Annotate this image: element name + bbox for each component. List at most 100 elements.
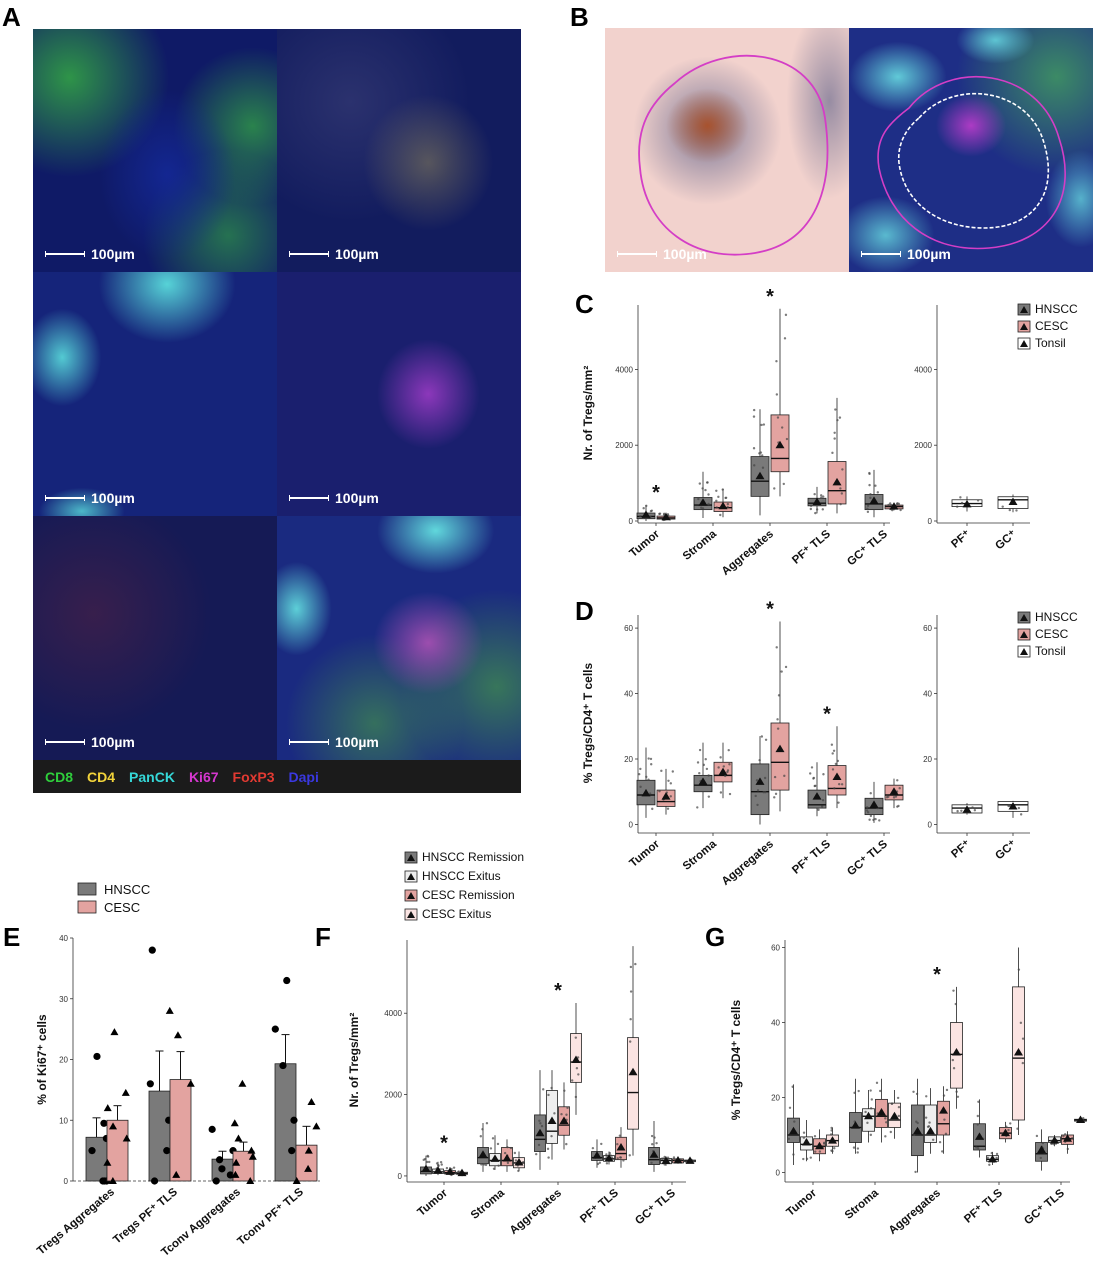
legend-label-cesc: CESC bbox=[1035, 319, 1069, 333]
legend-marker-hnscc-remission bbox=[407, 854, 415, 861]
data-point bbox=[802, 1136, 806, 1139]
data-point bbox=[669, 795, 672, 798]
legend-swatch-cesc bbox=[77, 900, 97, 914]
data-point bbox=[755, 779, 759, 782]
mean-marker bbox=[815, 1141, 824, 1150]
mean-marker bbox=[1063, 1134, 1072, 1142]
data-point bbox=[840, 783, 844, 786]
data-point bbox=[103, 1158, 112, 1166]
data-point bbox=[856, 1147, 860, 1150]
box-aggregates bbox=[570, 1003, 582, 1115]
data-point bbox=[833, 787, 836, 790]
data-point bbox=[208, 1125, 216, 1133]
mean-marker bbox=[421, 1164, 431, 1173]
data-point bbox=[986, 1156, 989, 1160]
data-point bbox=[707, 493, 710, 496]
significance-star: * bbox=[766, 599, 774, 621]
y-tick-label: 60 bbox=[771, 944, 780, 953]
data-point bbox=[574, 1095, 578, 1099]
data-point bbox=[566, 1106, 569, 1110]
box-iqr bbox=[862, 1108, 875, 1132]
data-point bbox=[899, 508, 902, 512]
mean-marker bbox=[535, 1128, 545, 1137]
mean-marker bbox=[802, 1138, 811, 1146]
data-point bbox=[651, 807, 654, 811]
data-point bbox=[756, 803, 759, 807]
data-point bbox=[926, 1125, 930, 1128]
micrograph-foxp3: 100µm bbox=[33, 516, 277, 760]
data-point bbox=[553, 1112, 556, 1115]
y-tick-label: 0 bbox=[629, 517, 634, 526]
data-point bbox=[1066, 1147, 1070, 1151]
data-point bbox=[122, 1134, 131, 1142]
mean-marker bbox=[812, 497, 822, 506]
data-point bbox=[238, 1079, 247, 1087]
x-tick-label-tregs-aggregates: Tregs Aggregates bbox=[35, 1186, 117, 1257]
data-point bbox=[865, 809, 869, 812]
x-tick-label-gc-tls: GC⁺ TLS bbox=[1022, 1187, 1067, 1227]
data-point bbox=[831, 1149, 834, 1153]
data-point bbox=[426, 1160, 429, 1164]
data-point bbox=[304, 1146, 313, 1154]
data-point bbox=[629, 965, 633, 969]
channel-foxp3: FoxP3 bbox=[232, 768, 275, 785]
data-point bbox=[954, 1002, 957, 1006]
data-point bbox=[110, 1028, 119, 1036]
data-point bbox=[976, 1146, 980, 1150]
mean-marker bbox=[962, 499, 972, 508]
data-point bbox=[497, 1164, 500, 1167]
panel-label-a: A bbox=[2, 2, 21, 32]
mean-marker bbox=[547, 1116, 557, 1125]
y-tick-label: 40 bbox=[923, 690, 932, 699]
data-point bbox=[890, 503, 893, 507]
y-axis-label: % of Ki67⁺ cells bbox=[35, 1014, 49, 1105]
mean-marker bbox=[789, 1126, 798, 1135]
mean-marker bbox=[851, 1121, 860, 1129]
data-point bbox=[577, 1073, 580, 1076]
data-point bbox=[605, 1153, 608, 1156]
box-tumor bbox=[800, 1120, 813, 1162]
y-tick-label: 20 bbox=[59, 1056, 68, 1065]
box-gc-tls bbox=[672, 1155, 684, 1164]
data-point bbox=[1021, 1037, 1025, 1040]
data-point bbox=[173, 1031, 182, 1039]
data-point bbox=[574, 1036, 578, 1039]
box-gc-tls bbox=[864, 781, 884, 823]
data-point bbox=[645, 504, 648, 508]
y-tick-label: 40 bbox=[624, 690, 633, 699]
data-point bbox=[805, 1157, 809, 1161]
data-point bbox=[866, 510, 870, 514]
mean-marker bbox=[445, 1167, 455, 1175]
data-point bbox=[868, 472, 871, 476]
box-gc-tls bbox=[1048, 1135, 1061, 1147]
data-point bbox=[658, 512, 662, 515]
data-point bbox=[108, 1177, 117, 1184]
data-point bbox=[163, 1147, 171, 1155]
data-point bbox=[945, 1088, 949, 1092]
significance-star: * bbox=[766, 286, 774, 308]
data-point bbox=[782, 482, 785, 486]
channel-legend: CD8 CD4 PanCK Ki67 FoxP3 Dapi bbox=[33, 760, 521, 793]
data-point bbox=[445, 1166, 449, 1170]
box-aggregates bbox=[546, 1070, 558, 1160]
data-point bbox=[874, 817, 877, 821]
data-point bbox=[792, 1153, 795, 1156]
data-point bbox=[853, 1091, 856, 1095]
data-point bbox=[1017, 806, 1021, 810]
data-point bbox=[914, 1170, 917, 1174]
y-axis-label: % Tregs/CD4⁺ T cells bbox=[581, 662, 595, 783]
box-pf-tls bbox=[999, 1121, 1012, 1143]
data-point bbox=[537, 1143, 541, 1147]
box-gc-tls bbox=[864, 469, 884, 518]
mean-marker bbox=[869, 800, 879, 808]
mean-marker bbox=[433, 1166, 443, 1174]
data-point bbox=[542, 1088, 545, 1091]
data-point bbox=[696, 806, 699, 809]
data-point bbox=[546, 1147, 550, 1151]
mean-marker bbox=[718, 501, 728, 510]
mean-marker bbox=[641, 510, 651, 518]
y-axis-label: Nr. of Tregs/mm² bbox=[581, 366, 595, 461]
data-point bbox=[960, 809, 963, 812]
data-point bbox=[762, 423, 766, 426]
data-point bbox=[534, 1152, 538, 1156]
